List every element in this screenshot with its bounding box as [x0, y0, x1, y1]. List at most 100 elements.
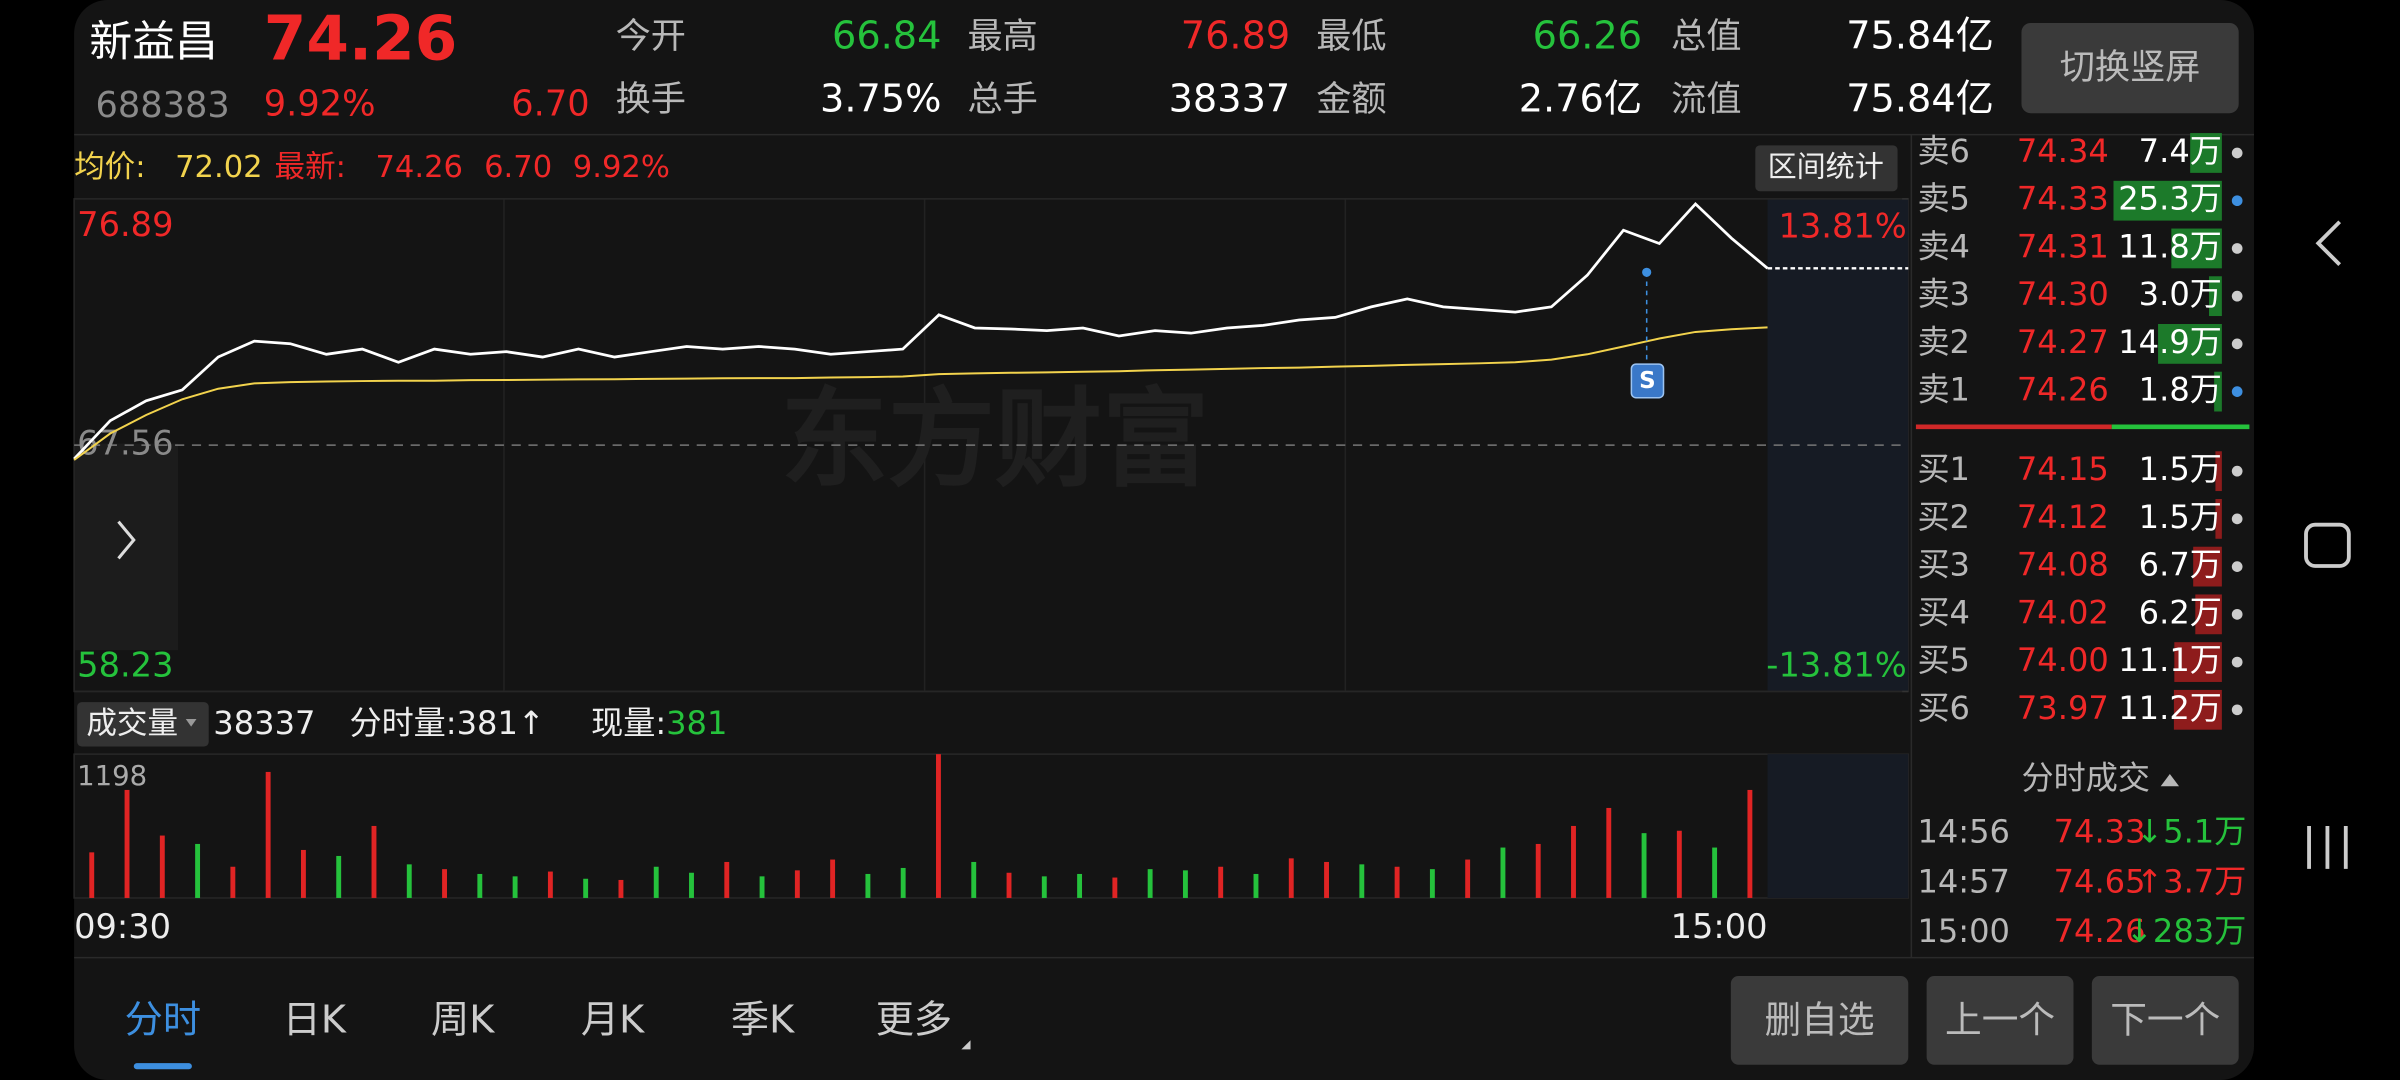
volume-bar — [1324, 861, 1329, 898]
tab[interactable]: 月K — [581, 998, 645, 1042]
marker-box[interactable] — [1630, 363, 1665, 399]
order-volume: 6.2万 — [2139, 593, 2222, 631]
trade-volume: ↑3.7万 — [2136, 862, 2246, 900]
volume-bar — [1147, 869, 1153, 898]
latest-label: 最新: — [275, 150, 346, 185]
volume-bar — [1712, 847, 1718, 898]
watermark: 东方财富 — [781, 378, 1209, 502]
current-value: 381 — [666, 704, 727, 742]
order-dot — [2231, 243, 2243, 254]
order-price: 74.08 — [2017, 546, 2109, 584]
volume-total: 38337 — [213, 704, 315, 742]
volume-bar — [1218, 866, 1224, 898]
field-label: 换手 — [616, 79, 686, 120]
volume-bar — [1676, 830, 1682, 898]
order-label: 卖6 — [1917, 132, 1970, 170]
order-label: 卖5 — [1917, 180, 1970, 218]
order-price: 74.34 — [2017, 132, 2109, 170]
field-value: 75.84亿 — [1846, 77, 1994, 121]
tab[interactable]: 季K — [731, 998, 795, 1042]
volume-bar — [618, 879, 624, 898]
home-icon[interactable] — [2304, 522, 2351, 568]
auction-area — [1767, 198, 1909, 692]
order-volume: 1.8万 — [2139, 371, 2222, 409]
order-price: 74.27 — [2017, 323, 2109, 361]
volume-bar — [2158, 324, 2222, 364]
y-tick-label: 67.56 — [77, 424, 173, 463]
volume-bar — [477, 873, 483, 898]
volume-bar — [230, 866, 236, 898]
volume-bar — [1500, 847, 1506, 898]
order-label: 卖3 — [1917, 275, 1970, 313]
order-dot — [2231, 147, 2243, 159]
selector-caret — [185, 718, 197, 727]
volume-bar — [89, 852, 95, 898]
field-value: 2.76亿 — [1519, 77, 1642, 121]
volume-bar — [1253, 873, 1259, 898]
stock-price: 74.26 — [264, 3, 458, 74]
book-mask — [1912, 740, 2254, 753]
time-label: 09:30 — [74, 907, 171, 946]
order-dot — [2231, 513, 2243, 525]
volume-bar — [512, 876, 518, 898]
app-area — [74, 0, 2254, 1080]
tab[interactable]: 更多 — [876, 998, 952, 1042]
order-price: 74.00 — [2017, 641, 2109, 679]
series-line — [73, 201, 1769, 460]
volume-bar — [300, 849, 306, 898]
order-volume: 11.2万 — [2118, 689, 2222, 727]
order-price: 74.30 — [2017, 275, 2109, 313]
tab[interactable]: 分时 — [125, 998, 201, 1042]
field-label: 金额 — [1316, 79, 1386, 120]
volume-bar — [371, 825, 377, 898]
action-button[interactable] — [2091, 975, 2239, 1065]
tab-underline — [133, 1063, 192, 1070]
change-pct: 9.92% — [264, 84, 376, 125]
order-price: 74.26 — [2017, 371, 2109, 409]
stats-button[interactable] — [1755, 145, 1898, 192]
order-dot — [2231, 561, 2243, 572]
order-volume: 11.8万 — [2118, 227, 2222, 265]
volume-bar — [724, 861, 730, 898]
order-label: 买2 — [1917, 498, 1970, 536]
volume-bar — [1359, 864, 1365, 898]
action-button-label: 上一个 — [1945, 998, 2055, 1041]
orientation-button[interactable] — [2021, 22, 2239, 114]
orientation-button-label: 切换竖屏 — [2060, 47, 2201, 88]
trade-price: 74.26 — [2054, 912, 2146, 950]
order-label: 卖2 — [1917, 323, 1970, 361]
volume-bar — [2215, 451, 2222, 492]
trades-title: 分时成交 — [2022, 759, 2150, 797]
volume-bar — [442, 869, 447, 898]
order-dot — [2231, 656, 2243, 668]
stock-name: 新益昌 — [89, 17, 217, 67]
volume-bar — [1606, 807, 1612, 898]
order-volume: 25.3万 — [2118, 180, 2222, 218]
field-value: 66.84 — [832, 15, 941, 59]
order-label: 买3 — [1917, 546, 1970, 584]
order-volume: 1.5万 — [2139, 498, 2222, 536]
volume-bar — [1747, 789, 1753, 898]
volume-bar — [971, 861, 977, 898]
order-label: 卖4 — [1917, 227, 1970, 265]
y2-tick-label: 13.81% — [1778, 206, 1906, 245]
volume-bar — [2215, 499, 2222, 539]
action-button[interactable] — [1926, 975, 2074, 1065]
order-dot — [2231, 290, 2243, 302]
latest-value: 74.26 — [375, 150, 463, 185]
volume-selector[interactable] — [77, 702, 209, 747]
volume-bar — [2195, 594, 2222, 635]
volume-bar — [2113, 180, 2222, 221]
y2-tick-label: -13.81% — [1766, 645, 1906, 684]
order-label: 买4 — [1917, 593, 1970, 631]
volume-bar — [865, 873, 871, 898]
volume-bar — [195, 843, 201, 898]
back-icon[interactable] — [2315, 220, 2342, 266]
tab[interactable]: 周K — [431, 998, 495, 1042]
action-button[interactable] — [1730, 975, 1909, 1065]
recents-icon[interactable] — [2307, 826, 2348, 869]
series-line — [73, 326, 1768, 461]
y-tick-label: 76.89 — [77, 205, 173, 244]
tab[interactable]: 日K — [283, 998, 347, 1042]
